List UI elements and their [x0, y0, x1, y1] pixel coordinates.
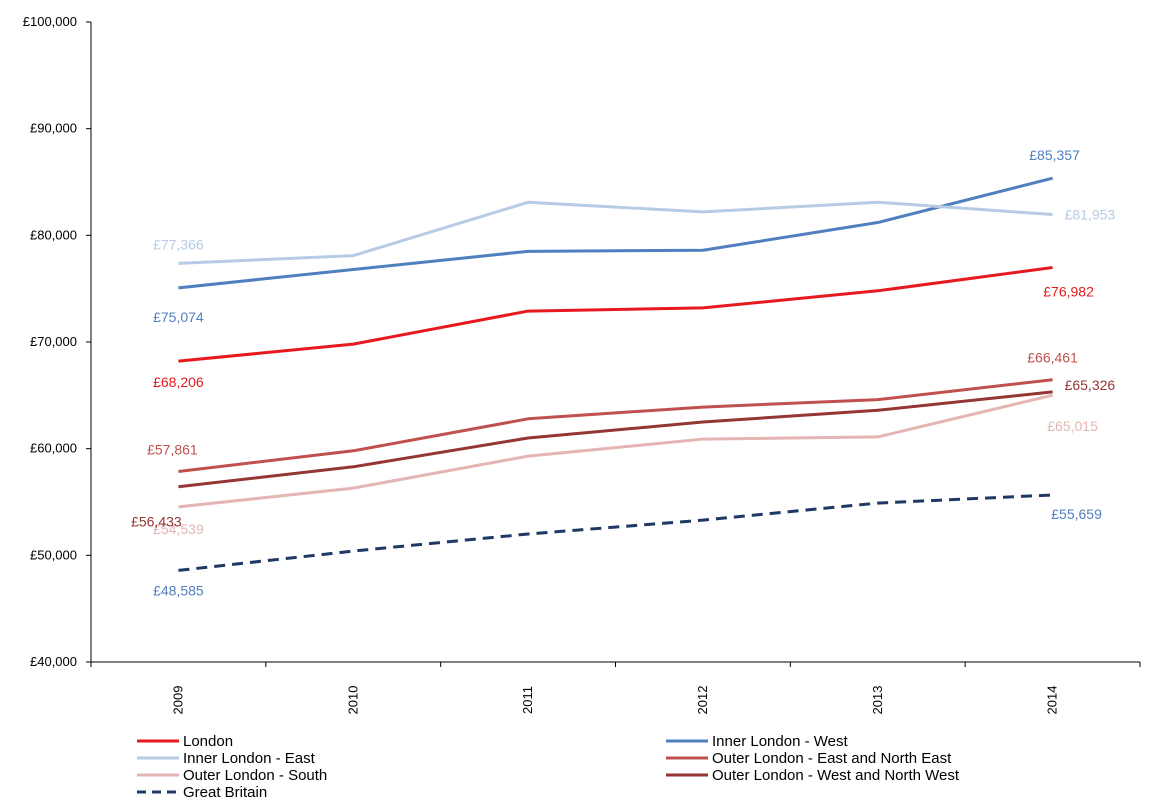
data-label-end: £76,982 [1043, 284, 1094, 300]
x-tick-label: 2010 [345, 686, 360, 715]
y-tick-label: £90,000 [30, 121, 77, 136]
y-tick-label: £100,000 [23, 14, 77, 29]
data-label-end: £65,015 [1047, 418, 1098, 434]
x-tick-label: 2014 [1045, 686, 1060, 715]
legend-label: Inner London - East [183, 749, 315, 767]
legend-swatch [666, 773, 708, 777]
legend-label: London [183, 732, 234, 750]
data-label-start: £77,366 [153, 236, 204, 252]
series-line [178, 378, 1053, 473]
series-line [178, 266, 1053, 363]
x-tick-label: 2013 [870, 686, 885, 715]
series-line [178, 200, 1053, 265]
legend-swatch [137, 756, 179, 760]
legend-item: Great Britain [135, 783, 267, 801]
data-label-end: £66,461 [1027, 350, 1078, 366]
legend-label: Outer London - West and North West [712, 766, 960, 784]
data-label-start: £48,585 [153, 582, 204, 598]
legend-item: Outer London - West and North West [664, 766, 959, 784]
data-label-end: £81,953 [1065, 207, 1116, 223]
x-tick-label: 2011 [520, 686, 535, 714]
legend-label: Outer London - East and North East [712, 749, 952, 767]
series-line [178, 393, 1053, 509]
line-chart: £40,000 £50,000 £60,000 £70,000 £80,000 £90,0… [23, 14, 1141, 715]
data-label-start: £54,539 [153, 521, 204, 537]
x-axis-ticks: 2009 2010 2011 2012 2013 2014 [90, 662, 1141, 715]
x-tick-label: 2009 [170, 686, 185, 715]
y-tick-label: £40,000 [30, 654, 77, 669]
chart-legend: London Inner London - West Inner London - … [0, 730, 1174, 807]
legend-label: Inner London - West [712, 732, 848, 750]
legend-item: Outer London - South [135, 766, 327, 784]
legend-swatch [666, 756, 708, 760]
legend-swatch [137, 790, 179, 794]
legend-item: Outer London - East and North East [664, 749, 951, 767]
data-label-start: £68,206 [153, 374, 204, 390]
data-labels: £68,206 £76,982 £75,074 £85,357 £77,366 £81,9… [131, 147, 1115, 598]
y-tick-label: £50,000 [30, 547, 77, 562]
series-line [178, 176, 1053, 290]
legend-item: Inner London - East [135, 749, 315, 767]
chart-axes [90, 22, 1140, 663]
data-label-end: £55,659 [1051, 506, 1102, 522]
series-line [178, 493, 1053, 572]
legend-item: London [135, 732, 233, 750]
legend-swatch [137, 773, 179, 777]
y-tick-label: £60,000 [30, 441, 77, 456]
y-tick-label: £80,000 [30, 227, 77, 242]
data-label-end: £65,326 [1065, 377, 1116, 393]
y-axis-ticks: £40,000 £50,000 £60,000 £70,000 £80,000 £90,0… [23, 14, 91, 669]
x-tick-label: 2012 [695, 686, 710, 715]
data-label-start: £57,861 [147, 441, 198, 457]
legend-swatch [137, 739, 179, 743]
legend-label: Outer London - South [183, 766, 328, 784]
data-label-end: £85,357 [1029, 147, 1080, 163]
data-label-start: £56,433 [131, 514, 182, 530]
legend-swatch [666, 739, 708, 743]
legend-item: Inner London - West [664, 732, 848, 750]
series-line [178, 390, 1053, 489]
y-tick-label: £70,000 [30, 334, 77, 349]
data-label-start: £75,074 [153, 309, 204, 325]
series-lines [178, 176, 1053, 572]
legend-label: Great Britain [183, 783, 268, 801]
